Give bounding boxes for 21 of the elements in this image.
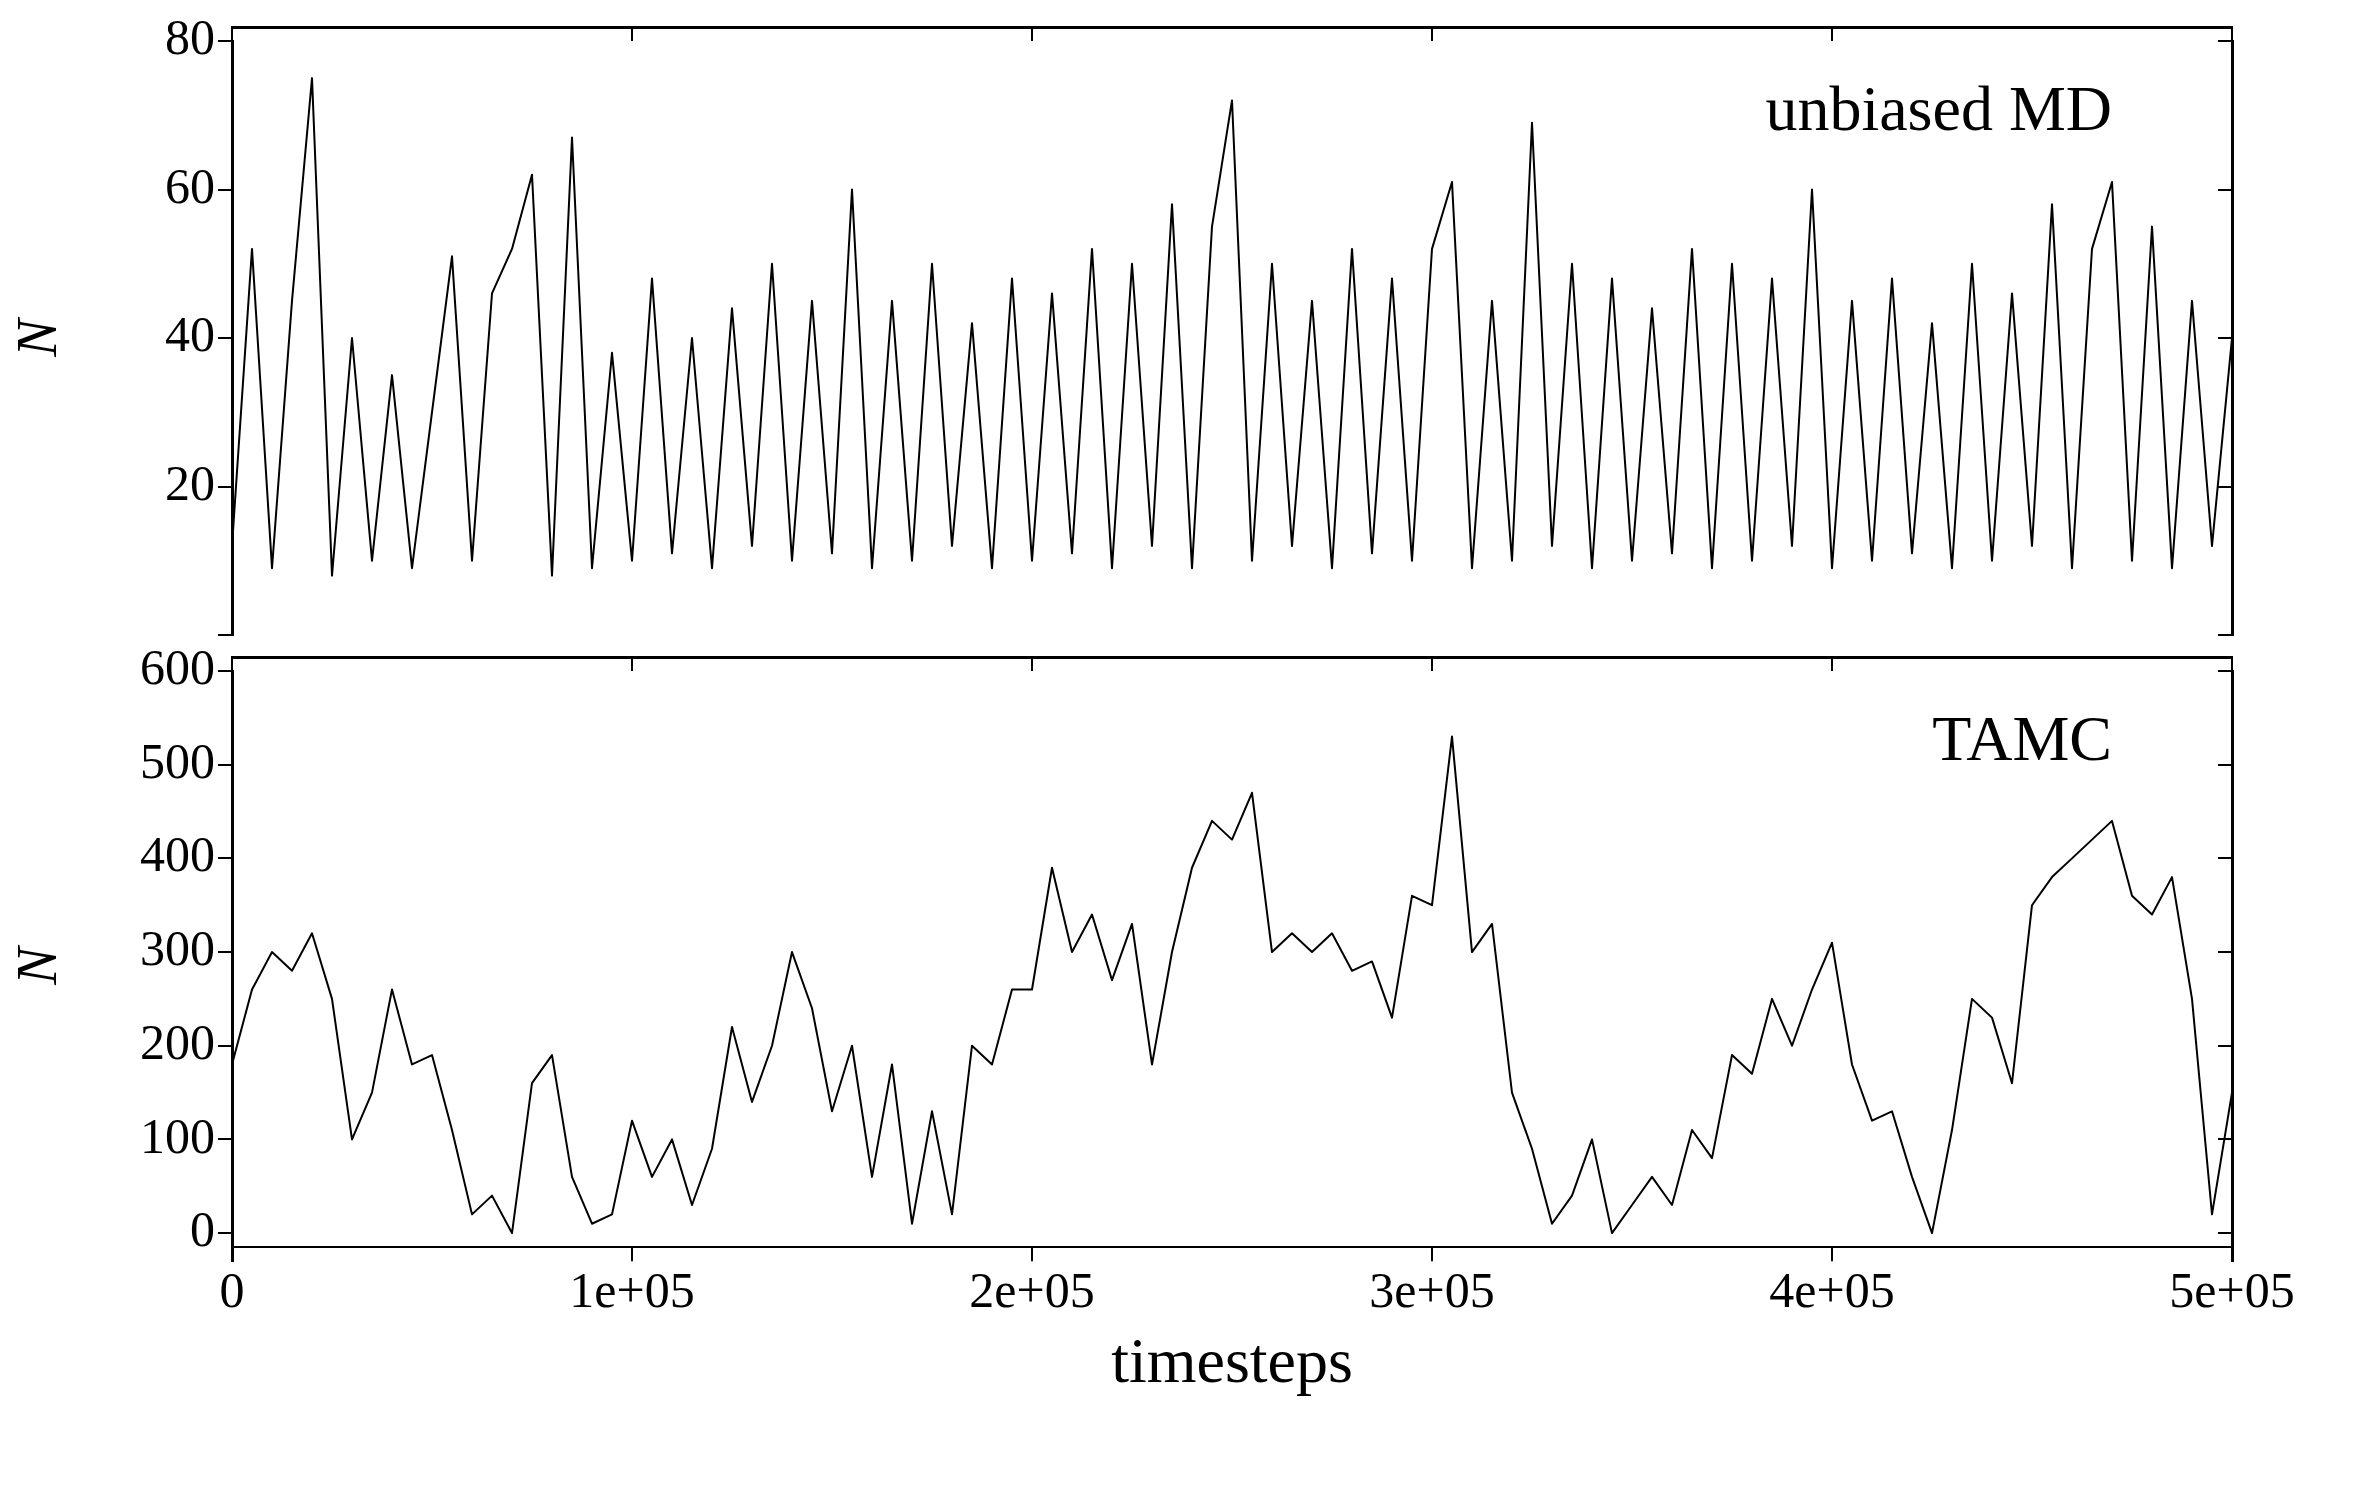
y-tick-label: 80: [165, 9, 215, 66]
y-tick-label: 200: [140, 1013, 215, 1070]
y-tick-label: 600: [140, 639, 215, 696]
x-axis-title: timesteps: [1111, 1325, 1353, 1397]
y-tick-label: 400: [140, 826, 215, 883]
annotation: TAMC: [1932, 702, 2112, 774]
y-tick-label: 40: [165, 306, 215, 363]
y-tick-label: 0: [190, 1201, 215, 1258]
y-axis-title: N: [6, 316, 69, 358]
y-tick-label: 60: [165, 157, 215, 214]
y-tick-label: 100: [140, 1107, 215, 1164]
x-tick-label: 3e+05: [1369, 1262, 1495, 1319]
y-tick-label: 300: [140, 920, 215, 977]
y-tick-label: 500: [140, 732, 215, 789]
x-tick-label: 2e+05: [969, 1262, 1095, 1319]
x-tick-label: 4e+05: [1769, 1262, 1895, 1319]
x-tick-label: 5e+05: [2169, 1262, 2295, 1319]
y-tick-label: 20: [165, 454, 215, 511]
x-tick-label: 1e+05: [569, 1262, 695, 1319]
annotation: unbiased MD: [1765, 72, 2112, 144]
y-axis-title: N: [6, 944, 69, 986]
